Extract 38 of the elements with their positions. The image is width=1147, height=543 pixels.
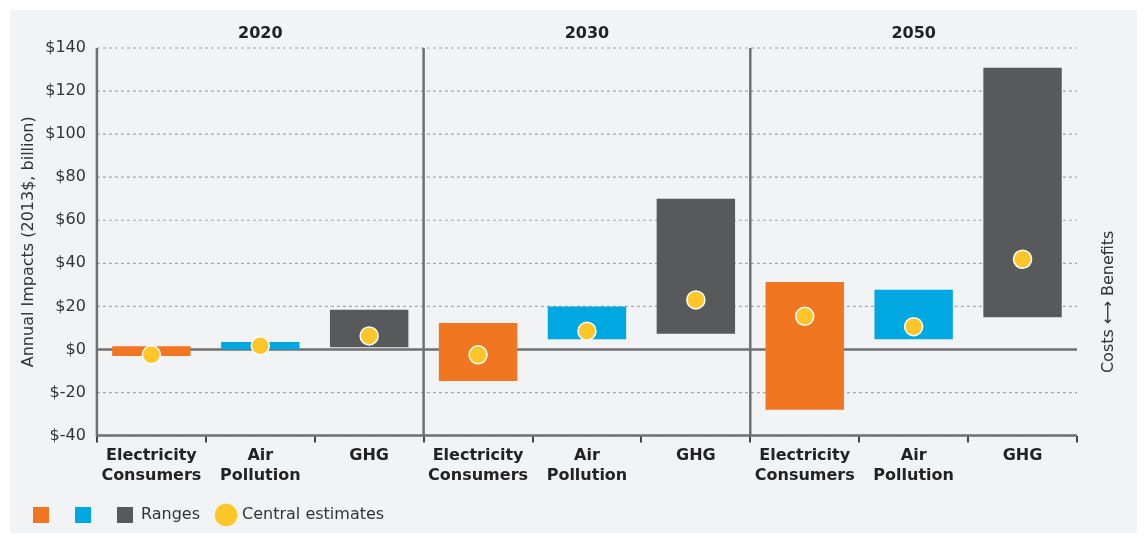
x-tick-label: Air Pollution [873, 445, 954, 484]
y-tick-label: $140 [45, 37, 86, 57]
y-tick-label: $120 [45, 80, 86, 100]
y2-axis-title: Costs ⟷ Benefits [1098, 230, 1118, 374]
y-tick-label: $0 [65, 338, 86, 358]
point [686, 290, 706, 310]
text: 2020 [238, 23, 283, 43]
y-tick-label: $-20 [49, 381, 86, 401]
point [250, 336, 271, 356]
legend-label: Central estimates [242, 504, 385, 524]
point [1012, 249, 1033, 269]
x-tick-label: Air Pollution [546, 445, 628, 484]
y-tick-label: $60 [55, 209, 86, 229]
text: 2050 [891, 23, 936, 43]
x-tick-label: Electricity Consumers [428, 445, 529, 484]
point [903, 316, 924, 337]
y-tick-label: $100 [45, 123, 86, 143]
x-tick-label: GHG [1002, 445, 1043, 465]
x-tick-label: Air Pollution [219, 445, 301, 484]
bar [765, 282, 844, 410]
legend-label: Ranges [141, 504, 201, 524]
x-tick-label: GHG [349, 445, 389, 465]
y-tick-label: $40 [55, 252, 86, 272]
x-tick-label: Electricity Consumers [101, 445, 202, 484]
x-tick-label: Electricity Consumers [754, 445, 855, 484]
bar [438, 322, 518, 382]
point [141, 345, 162, 365]
y-tick-label: $80 [55, 166, 86, 186]
bar [874, 289, 953, 340]
point [795, 306, 815, 327]
y-tick-label: $-40 [49, 424, 86, 444]
bar [329, 309, 409, 348]
x-tick-label: GHG [676, 445, 716, 465]
text: 2030 [564, 23, 610, 43]
y-axis-title: Annual Impacts (2013$, billion) [17, 116, 37, 368]
bar [656, 198, 736, 334]
bar [983, 67, 1062, 318]
y-tick-label: $20 [55, 295, 86, 315]
